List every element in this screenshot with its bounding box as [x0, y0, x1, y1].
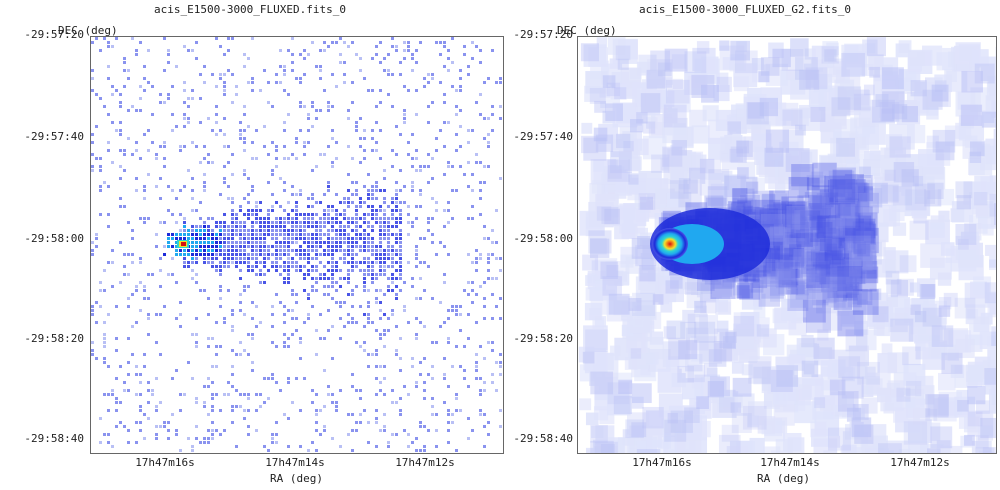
left-image-canvas — [91, 37, 502, 452]
left-xtick-2: 17h47m12s — [395, 456, 455, 469]
left-ytick-2: -29:58:00 — [24, 232, 84, 245]
left-ytick-1: -29:57:40 — [24, 130, 84, 143]
right-panel-title: acis_E1500-3000_FLUXED_G2.fits_0 — [639, 3, 851, 16]
right-xlabel: RA (deg) — [757, 472, 810, 485]
left-xtick-0: 17h47m16s — [135, 456, 195, 469]
right-ytick-2: -29:58:00 — [513, 232, 573, 245]
left-ytick-3: -29:58:20 — [24, 332, 84, 345]
right-ytick-3: -29:58:20 — [513, 332, 573, 345]
left-ytick-0: -29:57:20 — [24, 28, 84, 41]
left-ylabel: DEC (deg) — [58, 24, 118, 37]
left-xtick-1: 17h47m14s — [265, 456, 325, 469]
right-ytick-4: -29:58:40 — [513, 432, 573, 445]
left-plot[interactable] — [90, 36, 504, 454]
left-xlabel: RA (deg) — [270, 472, 323, 485]
right-xtick-2: 17h47m12s — [890, 456, 950, 469]
right-xtick-1: 17h47m14s — [760, 456, 820, 469]
right-xtick-0: 17h47m16s — [632, 456, 692, 469]
left-ytick-4: -29:58:40 — [24, 432, 84, 445]
right-ytick-0: -29:57:20 — [513, 28, 573, 41]
right-panel: acis_E1500-3000_FLUXED_G2.fits_0 DEC (de… — [495, 0, 997, 490]
right-ytick-1: -29:57:40 — [513, 130, 573, 143]
left-panel-title: acis_E1500-3000_FLUXED.fits_0 — [153, 3, 347, 16]
left-panel: acis_E1500-3000_FLUXED.fits_0 DEC (deg) … — [24, 3, 504, 485]
right-image-canvas — [578, 37, 996, 453]
right-ylabel: DEC (deg) — [557, 24, 617, 37]
right-plot[interactable] — [577, 36, 997, 454]
